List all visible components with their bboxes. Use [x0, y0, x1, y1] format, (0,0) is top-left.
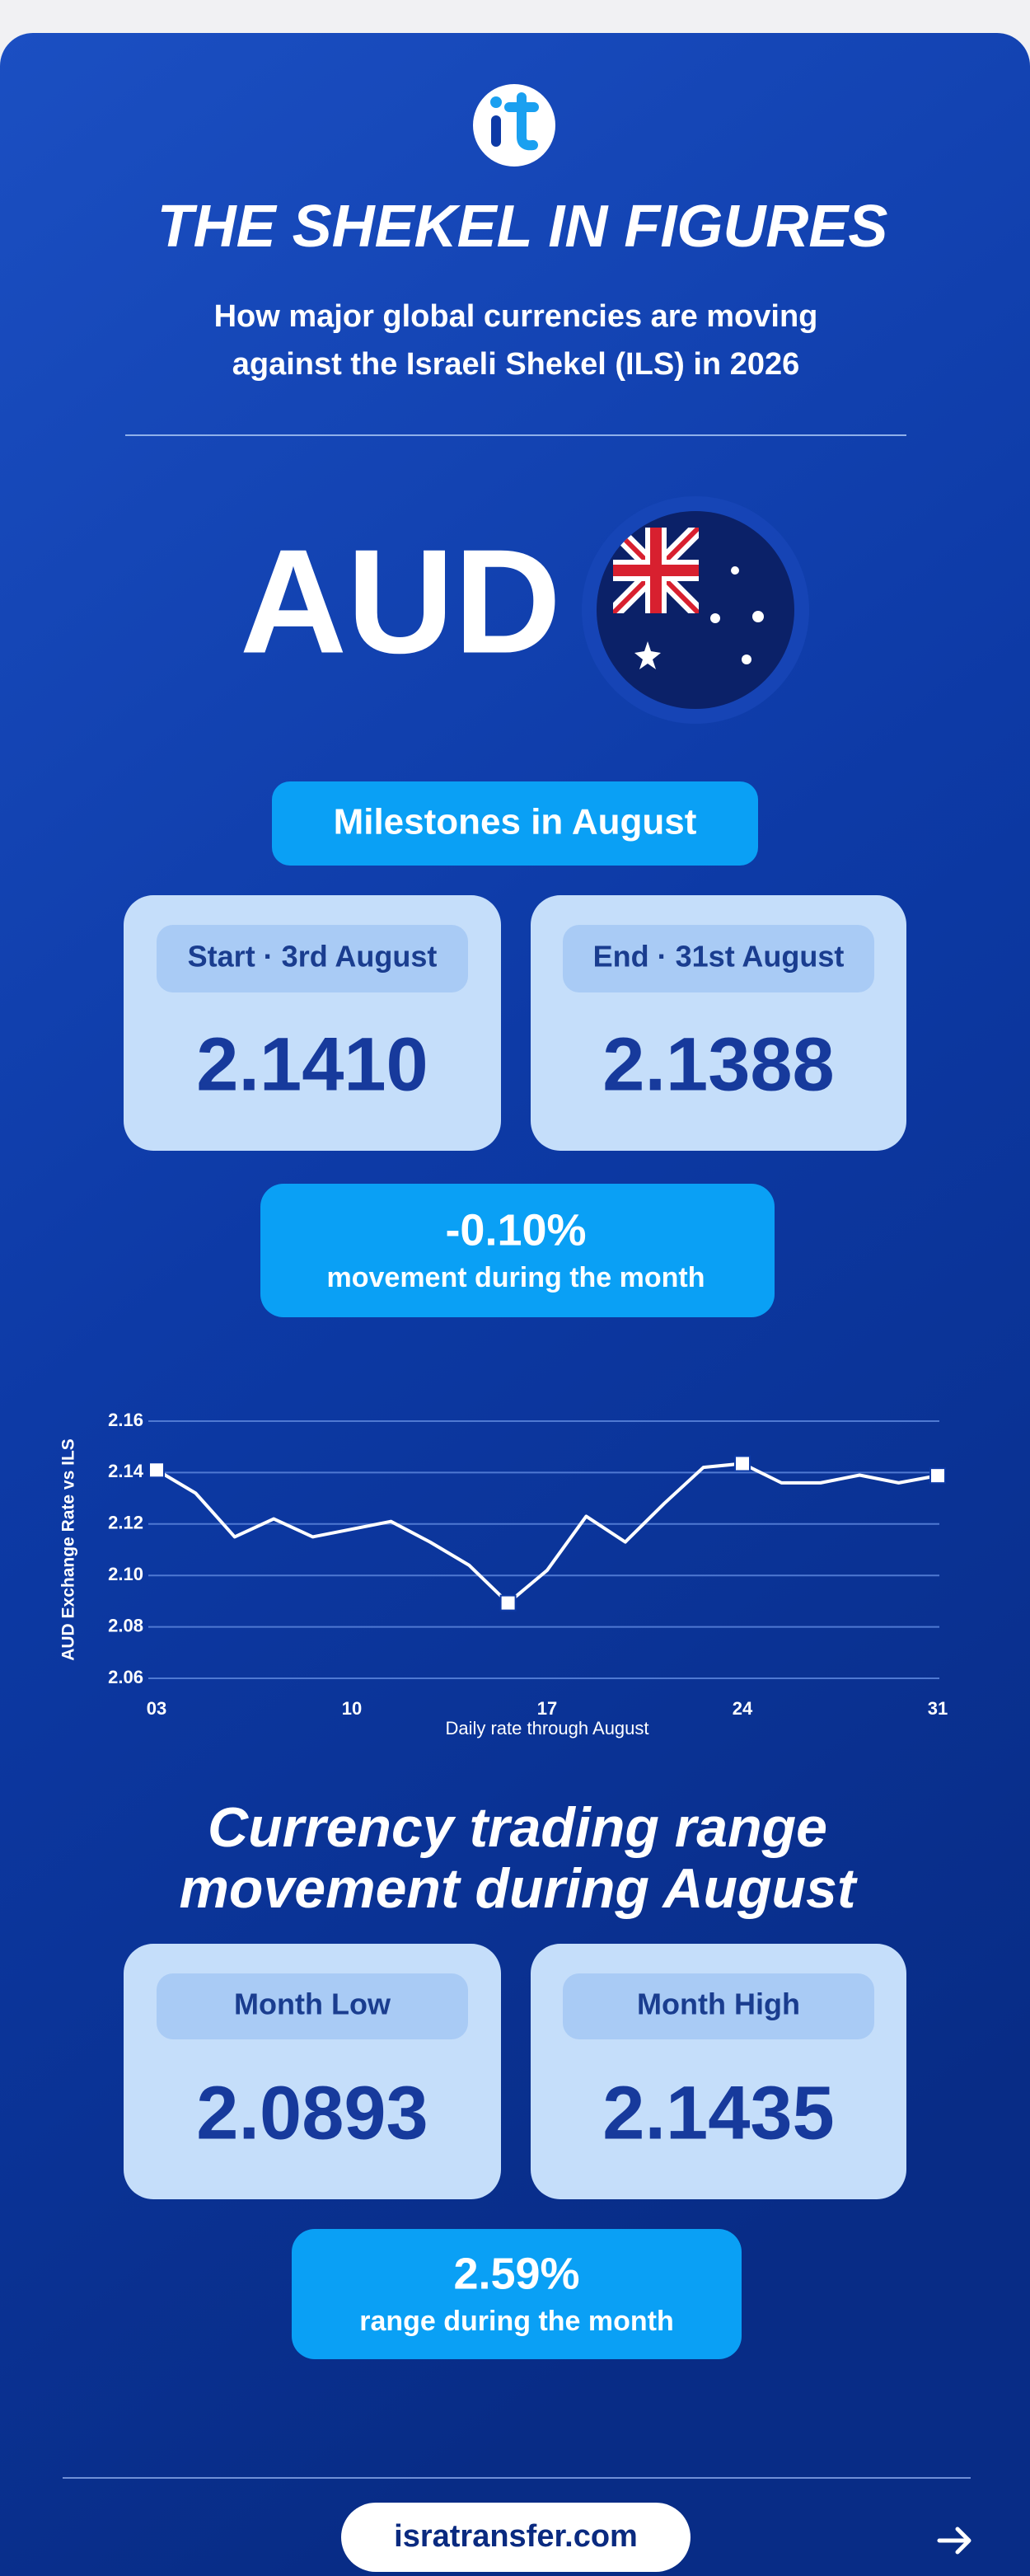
point-marker	[499, 1594, 517, 1612]
card-label: Month High	[637, 1987, 800, 2021]
high-card: Month High 2.1435	[531, 1944, 906, 2199]
range-caption: range during the month	[359, 2306, 674, 2337]
currency-code: AUD	[240, 519, 561, 685]
x-tick-label: 17	[537, 1698, 557, 1719]
y-tick-label: 2.08	[108, 1615, 143, 1635]
subtitle: against the Israeli Shekel (ILS) in 2026	[232, 347, 800, 382]
range-heading: movement during August	[179, 1857, 857, 1920]
y-tick-label: 2.14	[108, 1461, 144, 1481]
x-tick-label: 03	[147, 1698, 166, 1719]
x-tick-label: 24	[733, 1698, 753, 1719]
start-card: Start · 3rd August 2.1410	[124, 895, 501, 1151]
card-value: 2.1435	[602, 2071, 834, 2155]
card-value: 2.1388	[602, 1022, 834, 1106]
y-tick-label: 2.16	[108, 1410, 143, 1430]
range-value: 2.59%	[453, 2249, 579, 2298]
url-button[interactable]	[341, 2503, 691, 2572]
flag	[582, 496, 809, 724]
y-tick-label: 2.12	[108, 1513, 143, 1533]
range-heading: Currency trading range	[208, 1796, 827, 1859]
x-axis-title: Daily rate through August	[445, 1718, 648, 1738]
card-label: End · 31st August	[593, 940, 845, 974]
subtitle: How major global currencies are moving	[214, 299, 818, 334]
card-label: Month Low	[234, 1987, 391, 2021]
milestones-pill	[272, 781, 758, 866]
point-marker	[929, 1467, 946, 1485]
movement-caption: movement during the month	[327, 1262, 705, 1293]
card-value: 2.0893	[196, 2071, 428, 2155]
movement-value: -0.10%	[445, 1205, 586, 1255]
low-card: Month Low 2.0893	[124, 1944, 501, 2199]
movement-pill	[260, 1184, 775, 1317]
y-tick-label: 2.10	[108, 1564, 143, 1584]
y-axis-title: AUD Exchange Rate vs ILS	[59, 1438, 78, 1661]
end-card: End · 31st August 2.1388	[531, 895, 906, 1151]
url[interactable]: isratransfer.com	[394, 2519, 638, 2554]
y-tick-label: 2.06	[108, 1667, 143, 1687]
point-marker	[148, 1462, 165, 1479]
logo	[473, 84, 555, 167]
rate-line	[155, 1462, 939, 1605]
card-label: Start · 3rd August	[188, 940, 438, 974]
milestones-heading: Milestones in August	[334, 802, 697, 842]
line-chart: Daily rate through August AUD Exchange R…	[59, 1410, 948, 1738]
title: THE SHEKEL IN FIGURES	[157, 194, 888, 260]
point-marker	[734, 1455, 751, 1472]
x-tick-label: 10	[342, 1698, 362, 1719]
x-tick-label: 31	[928, 1698, 948, 1719]
next-arrow[interactable]	[937, 2527, 971, 2555]
card-value: 2.1410	[196, 1022, 428, 1106]
range-pill	[292, 2229, 742, 2359]
